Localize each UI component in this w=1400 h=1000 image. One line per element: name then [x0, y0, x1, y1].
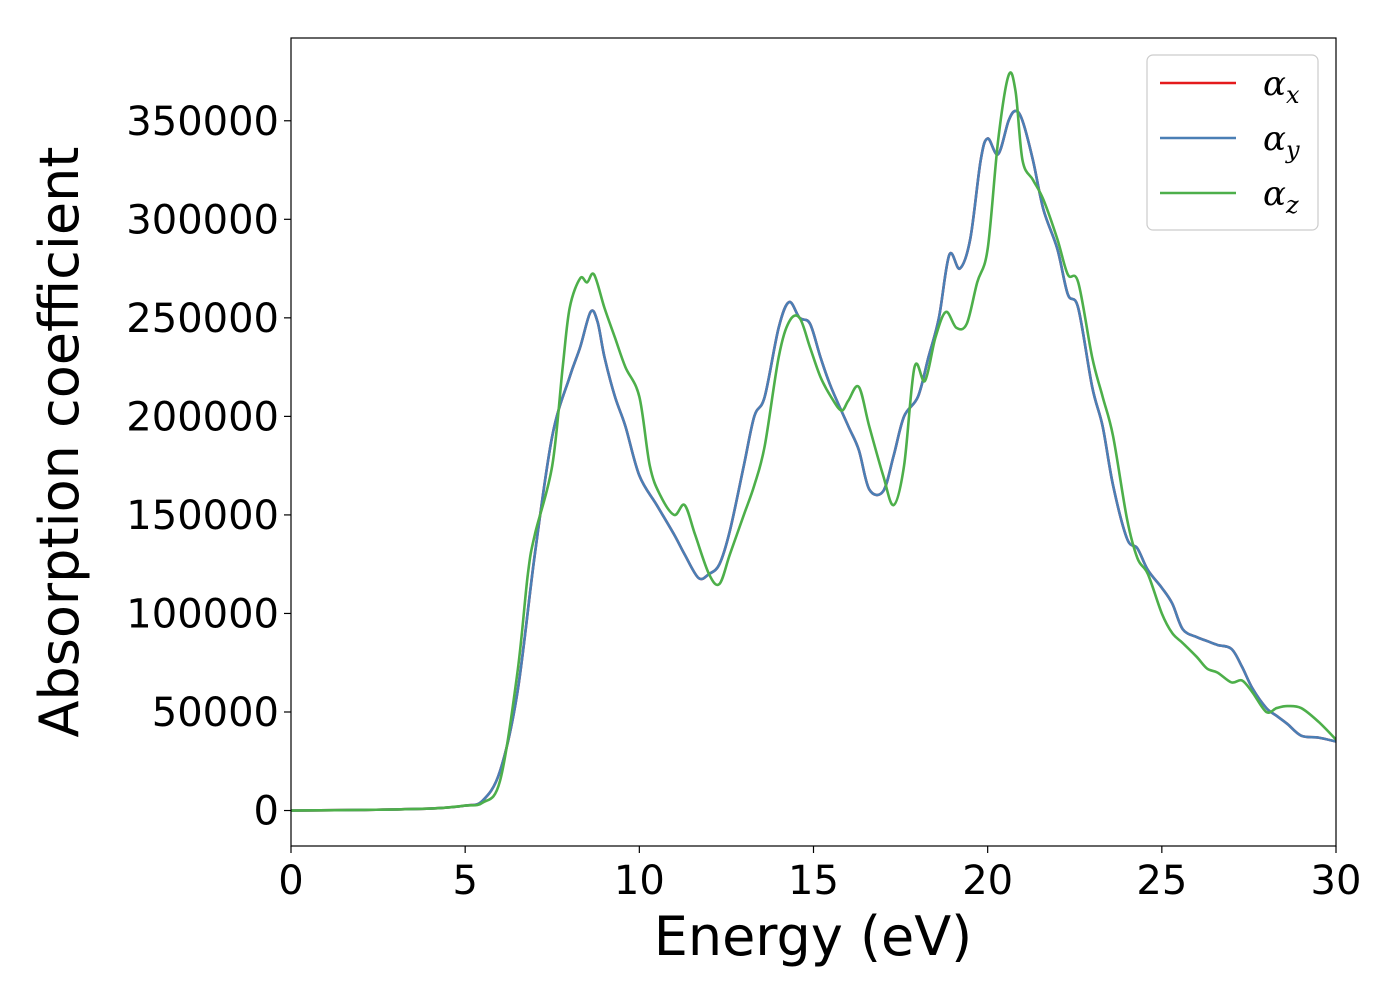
legend: αx αy αz: [1146, 54, 1319, 231]
legend-label-z: αz: [1263, 174, 1299, 219]
x-axis: 0 5 10 15 20 25 30: [278, 846, 1361, 904]
y-tick-label: 150000: [126, 493, 279, 539]
y-axis-title: Absorption coefficient: [28, 147, 91, 738]
series-line-z: [291, 71, 1336, 812]
legend-label-x: αx: [1263, 64, 1300, 109]
series-lines: [291, 71, 1336, 812]
y-tick-label: 250000: [126, 296, 279, 342]
x-tick-label: 5: [452, 858, 477, 904]
legend-label-y: αy: [1263, 119, 1300, 164]
x-tick-label: 15: [788, 858, 839, 904]
series-line-y: [291, 109, 1336, 812]
y-tick-label: 100000: [126, 591, 279, 637]
x-tick-label: 25: [1136, 858, 1187, 904]
x-tick-label: 10: [614, 858, 665, 904]
x-tick-label: 0: [278, 858, 303, 904]
y-tick-label: 50000: [152, 690, 279, 736]
x-tick-label: 20: [962, 858, 1013, 904]
y-tick-label: 350000: [126, 99, 279, 145]
x-axis-title: Energy (eV): [654, 905, 973, 968]
y-tick-label: 300000: [126, 197, 279, 243]
x-tick-label: 30: [1311, 858, 1362, 904]
y-axis: 0 50000 100000 150000 200000 250000 300000 3500…: [126, 99, 291, 835]
legend-box: [1146, 54, 1319, 231]
y-tick-label: 200000: [126, 394, 279, 440]
y-tick-label: 0: [254, 789, 279, 835]
